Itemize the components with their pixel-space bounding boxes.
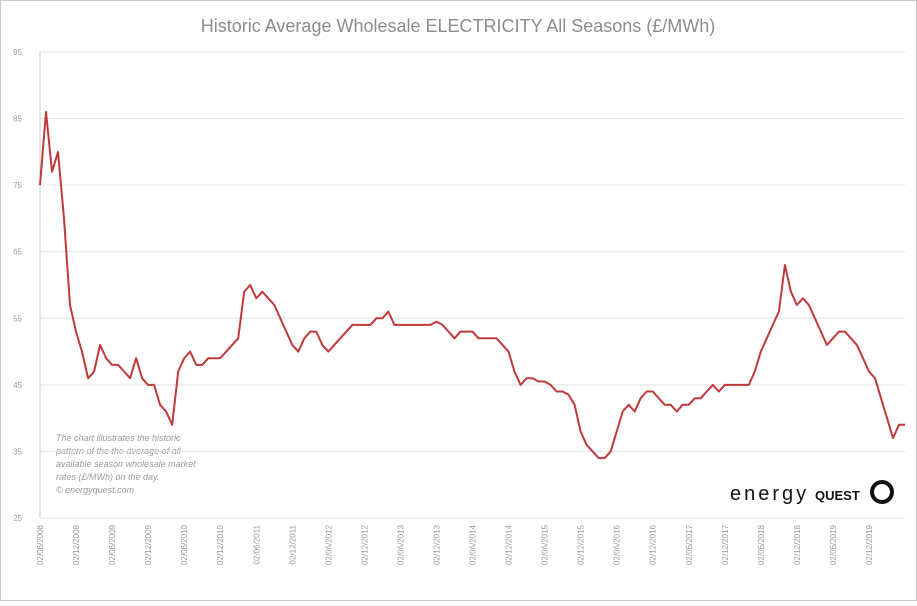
- x-tick-label: 02/06/2017: [685, 524, 694, 565]
- chart-title: Historic Average Wholesale ELECTRICITY A…: [201, 16, 716, 36]
- x-tick-label: 02/12/2009: [144, 524, 153, 565]
- annotation-line: © energyquest.com: [56, 485, 135, 495]
- x-tick-label: 02/06/2010: [180, 524, 189, 565]
- x-tick-label: 02/06/2008: [36, 524, 45, 565]
- annotation-line: available season wholesale market: [56, 459, 196, 469]
- x-tick-label: 02/06/2009: [108, 524, 117, 565]
- y-tick-label: 65: [13, 248, 22, 257]
- y-tick-label: 55: [13, 314, 22, 323]
- x-tick-label: 02/06/2016: [613, 524, 622, 565]
- x-tick-label: 02/12/2017: [721, 524, 730, 565]
- logo-text: QUEST: [815, 488, 860, 503]
- annotation-line: The chart illustrates the historic: [56, 433, 181, 443]
- x-tick-label: 02/12/2018: [793, 524, 802, 565]
- x-tick-label: 02/06/2011: [252, 524, 261, 564]
- y-tick-label: 75: [13, 181, 22, 190]
- x-tick-label: 02/12/2019: [865, 524, 874, 565]
- x-tick-label: 02/12/2013: [432, 524, 441, 565]
- y-tick-label: 35: [13, 447, 22, 456]
- x-tick-label: 02/06/2018: [757, 524, 766, 565]
- logo-icon: [870, 480, 894, 504]
- logo-text: energy: [730, 483, 809, 505]
- y-tick-label: 85: [13, 115, 22, 124]
- logo: energy QUEST: [730, 480, 894, 505]
- x-tick-label: 02/12/2008: [72, 524, 81, 565]
- x-tick-label: 02/12/2011: [288, 524, 297, 564]
- x-tick-label: 02/12/2015: [577, 524, 586, 565]
- x-tick-label: 02/06/2019: [829, 524, 838, 565]
- x-tick-label: 02/12/2016: [649, 524, 658, 565]
- x-tick-label: 02/12/2012: [360, 524, 369, 565]
- y-tick-label: 25: [13, 514, 22, 523]
- series-line: [39, 110, 905, 460]
- x-tick-label: 02/06/2014: [469, 524, 478, 565]
- x-tick-label: 02/06/2015: [541, 524, 550, 565]
- y-tick-label: 45: [13, 381, 22, 390]
- x-tick-label: 02/12/2014: [505, 524, 514, 565]
- x-tick-label: 02/12/2010: [216, 524, 225, 565]
- y-tick-label: 95: [13, 48, 22, 57]
- annotation-line: rates (£/MWh) on the day.: [56, 472, 159, 482]
- x-tick-label: 02/06/2012: [324, 524, 333, 565]
- x-tick-label: 02/06/2013: [396, 524, 405, 565]
